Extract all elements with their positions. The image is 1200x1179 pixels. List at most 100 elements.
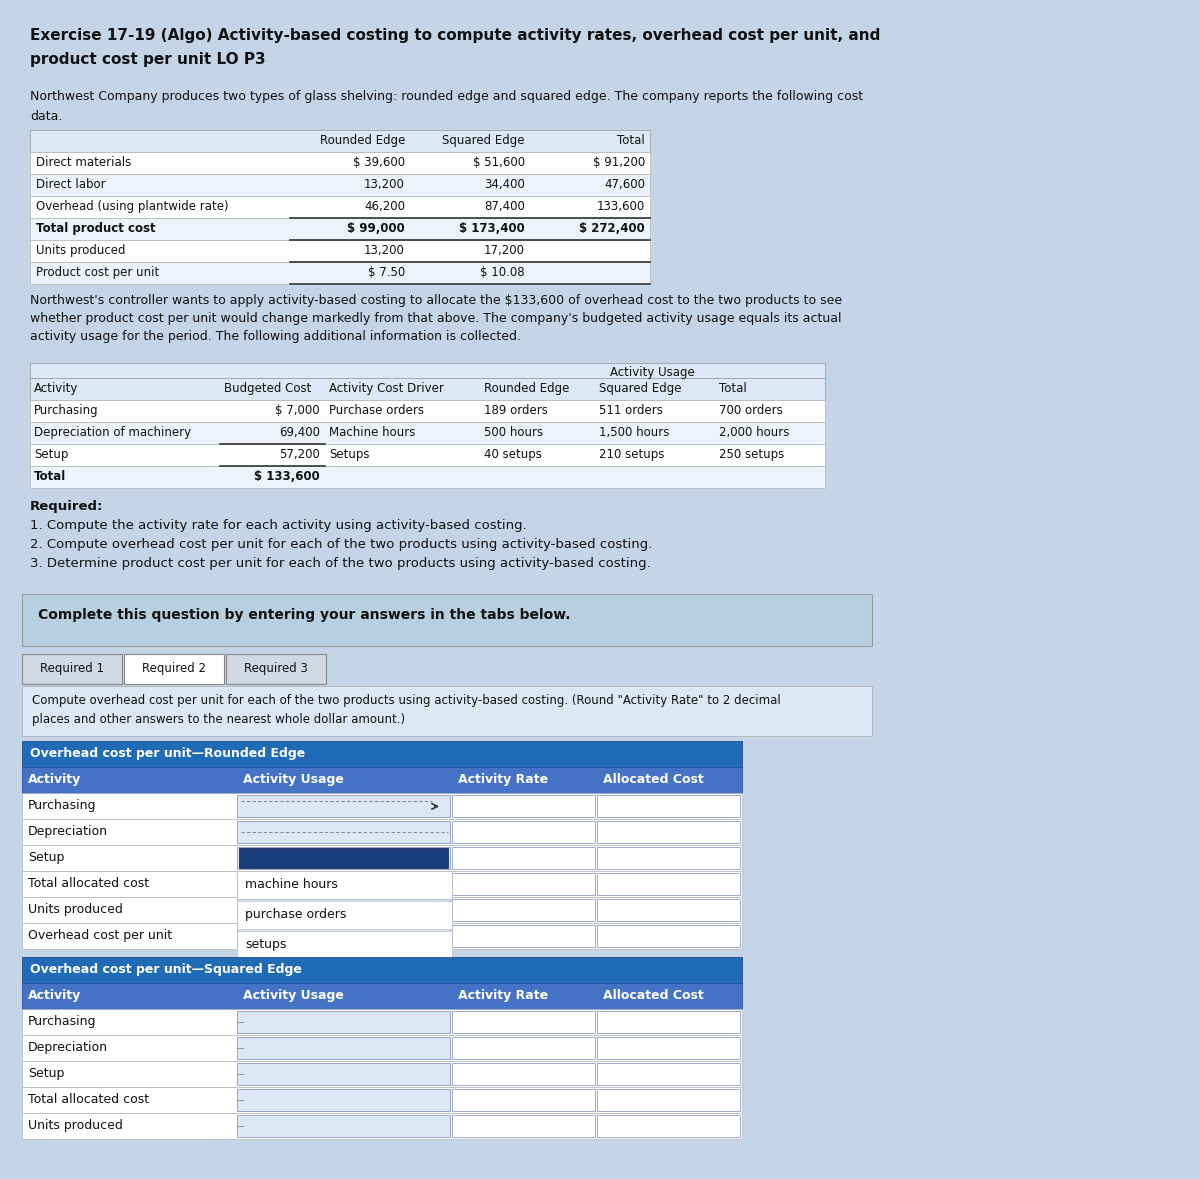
Text: whether product cost per unit would change markedly from that above. The company: whether product cost per unit would chan… xyxy=(30,312,841,325)
Text: Activity: Activity xyxy=(28,989,82,1002)
Text: Units produced: Units produced xyxy=(28,903,122,916)
Bar xyxy=(30,241,650,262)
Text: 3. Determine product cost per unit for each of the two products using activity-b: 3. Determine product cost per unit for e… xyxy=(30,558,650,571)
Text: 1. Compute the activity rate for each activity using activity-based costing.: 1. Compute the activity rate for each ac… xyxy=(30,520,527,533)
Text: Rounded Edge: Rounded Edge xyxy=(484,382,569,395)
Bar xyxy=(30,401,826,422)
Text: Activity Cost Driver: Activity Cost Driver xyxy=(329,382,444,395)
Text: 133,600: 133,600 xyxy=(596,200,646,213)
Text: Activity Usage: Activity Usage xyxy=(242,773,344,786)
Bar xyxy=(22,1087,742,1113)
Text: Activity: Activity xyxy=(28,773,82,786)
Bar xyxy=(22,897,742,923)
Text: 1,500 hours: 1,500 hours xyxy=(599,427,670,440)
Text: Total: Total xyxy=(34,470,66,483)
Text: 2. Compute overhead cost per unit for each of the two products using activity-ba: 2. Compute overhead cost per unit for ea… xyxy=(30,539,653,552)
Bar xyxy=(238,1115,450,1138)
Bar xyxy=(452,796,595,817)
Text: 2,000 hours: 2,000 hours xyxy=(719,427,790,440)
Bar xyxy=(598,1038,740,1060)
Bar xyxy=(30,152,650,174)
Text: Depreciation: Depreciation xyxy=(28,825,108,838)
Text: 40 setups: 40 setups xyxy=(484,448,542,461)
Text: $ 133,600: $ 133,600 xyxy=(254,470,320,483)
Text: Purchase orders: Purchase orders xyxy=(329,404,424,417)
Text: Activity Rate: Activity Rate xyxy=(458,989,548,1002)
Text: $ 91,200: $ 91,200 xyxy=(593,156,646,169)
Bar xyxy=(22,686,872,737)
Text: 47,600: 47,600 xyxy=(604,178,646,191)
Text: Units produced: Units produced xyxy=(28,1119,122,1132)
Text: product cost per unit LO P3: product cost per unit LO P3 xyxy=(30,52,265,67)
Bar xyxy=(22,1009,742,1035)
Bar xyxy=(22,1035,742,1061)
Bar xyxy=(598,1012,740,1034)
Bar xyxy=(30,130,650,152)
Text: Allocated Cost: Allocated Cost xyxy=(604,989,703,1002)
Text: Exercise 17-19 (Algo) Activity-based costing to compute activity rates, overhead: Exercise 17-19 (Algo) Activity-based cos… xyxy=(30,28,881,42)
Bar xyxy=(452,900,595,922)
Text: 189 orders: 189 orders xyxy=(484,404,548,417)
Bar xyxy=(22,819,742,845)
Text: Purchasing: Purchasing xyxy=(28,1015,96,1028)
Bar xyxy=(452,926,595,948)
Text: $ 39,600: $ 39,600 xyxy=(353,156,406,169)
Text: machine hours: machine hours xyxy=(245,878,338,891)
Text: Required:: Required: xyxy=(30,500,103,513)
Text: 13,200: 13,200 xyxy=(364,178,406,191)
Bar xyxy=(22,768,742,793)
Text: Overhead cost per unit—Squared Edge: Overhead cost per unit—Squared Edge xyxy=(30,963,302,976)
Text: Complete this question by entering your answers in the tabs below.: Complete this question by entering your … xyxy=(38,608,570,623)
Bar xyxy=(452,874,595,895)
Text: $ 272,400: $ 272,400 xyxy=(580,222,646,235)
Bar xyxy=(239,849,448,869)
Bar xyxy=(22,1113,742,1139)
Bar xyxy=(238,796,450,817)
Text: Direct materials: Direct materials xyxy=(36,156,131,169)
Text: Budgeted Cost: Budgeted Cost xyxy=(224,382,311,395)
Bar xyxy=(226,654,326,684)
Text: 13,200: 13,200 xyxy=(364,244,406,257)
Bar xyxy=(238,1012,450,1034)
Text: $ 51,600: $ 51,600 xyxy=(473,156,526,169)
Bar xyxy=(598,926,740,948)
Text: Required 3: Required 3 xyxy=(244,663,308,676)
Bar xyxy=(30,174,650,196)
Text: Machine hours: Machine hours xyxy=(329,427,415,440)
Text: activity usage for the period. The following additional information is collected: activity usage for the period. The follo… xyxy=(30,330,521,343)
Bar xyxy=(238,874,450,895)
Text: 17,200: 17,200 xyxy=(484,244,526,257)
Bar xyxy=(238,1063,450,1086)
Bar xyxy=(452,822,595,843)
Bar xyxy=(30,218,650,241)
Text: $ 7,000: $ 7,000 xyxy=(275,404,320,417)
Bar xyxy=(452,1115,595,1138)
Text: Rounded Edge: Rounded Edge xyxy=(319,134,406,147)
Text: 34,400: 34,400 xyxy=(484,178,526,191)
Text: Compute overhead cost per unit for each of the two products using activity-based: Compute overhead cost per unit for each … xyxy=(32,694,781,707)
Bar xyxy=(30,444,826,467)
Bar xyxy=(598,848,740,869)
Bar xyxy=(22,793,742,819)
Text: 57,200: 57,200 xyxy=(280,448,320,461)
Bar xyxy=(22,983,742,1009)
Bar xyxy=(238,1089,450,1112)
Text: Total product cost: Total product cost xyxy=(36,222,156,235)
Text: $ 7.50: $ 7.50 xyxy=(367,266,406,279)
Bar xyxy=(22,594,872,646)
Text: 511 orders: 511 orders xyxy=(599,404,662,417)
Text: Total: Total xyxy=(719,382,746,395)
Text: Product cost per unit: Product cost per unit xyxy=(36,266,160,279)
Text: $ 99,000: $ 99,000 xyxy=(347,222,406,235)
Bar xyxy=(22,871,742,897)
Text: $ 10.08: $ 10.08 xyxy=(480,266,526,279)
Text: Allocated Cost: Allocated Cost xyxy=(604,773,703,786)
Bar xyxy=(598,1089,740,1112)
Bar xyxy=(238,931,452,960)
Bar xyxy=(238,900,450,922)
Bar xyxy=(30,467,826,488)
Bar xyxy=(22,923,742,949)
Text: Setup: Setup xyxy=(34,448,68,461)
Text: 700 orders: 700 orders xyxy=(719,404,782,417)
Text: Units produced: Units produced xyxy=(36,244,126,257)
